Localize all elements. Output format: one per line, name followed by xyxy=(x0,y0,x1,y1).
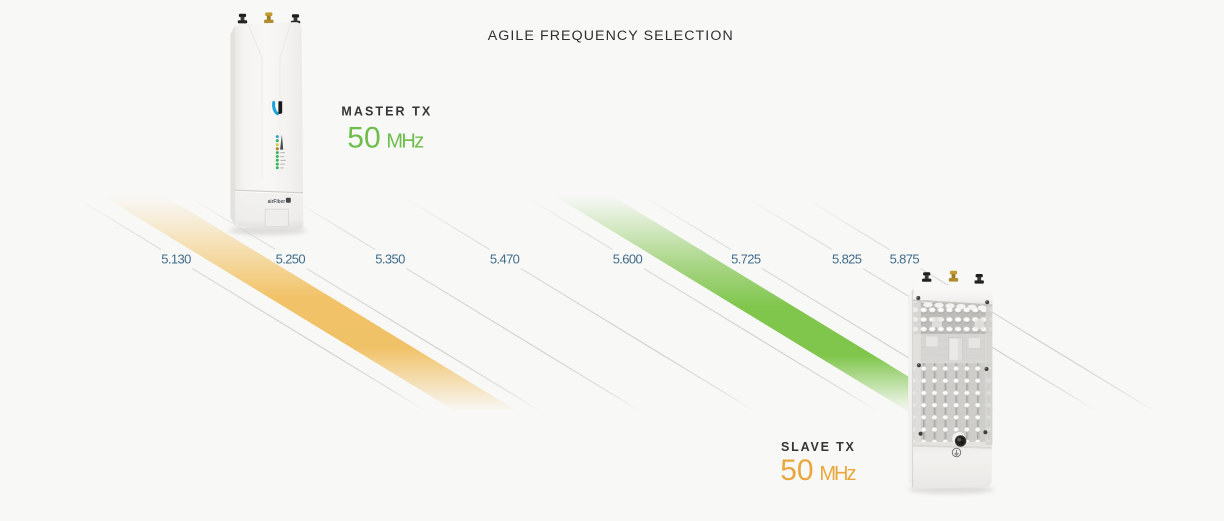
svg-text:MASTER TX: MASTER TX xyxy=(341,105,430,119)
svg-text:5.875: 5.875 xyxy=(890,252,920,267)
svg-text:5.250: 5.250 xyxy=(276,252,306,267)
svg-text:50: 50 xyxy=(347,121,380,154)
svg-text:MHz: MHz xyxy=(819,463,856,485)
svg-text:5.725: 5.725 xyxy=(731,252,761,267)
svg-text:MHz: MHz xyxy=(386,130,424,152)
svg-text:5.470: 5.470 xyxy=(490,252,520,267)
svg-text:5.130: 5.130 xyxy=(161,252,191,267)
svg-text:AGILE FREQUENCY SELECTION: AGILE FREQUENCY SELECTION xyxy=(488,28,733,44)
svg-text:5.825: 5.825 xyxy=(832,252,862,267)
svg-text:50: 50 xyxy=(780,454,813,487)
svg-text:airFiber: airFiber xyxy=(268,199,286,205)
svg-text:5.600: 5.600 xyxy=(613,252,643,267)
svg-text:SLAVE TX: SLAVE TX xyxy=(781,440,855,454)
svg-text:5.350: 5.350 xyxy=(375,252,405,267)
